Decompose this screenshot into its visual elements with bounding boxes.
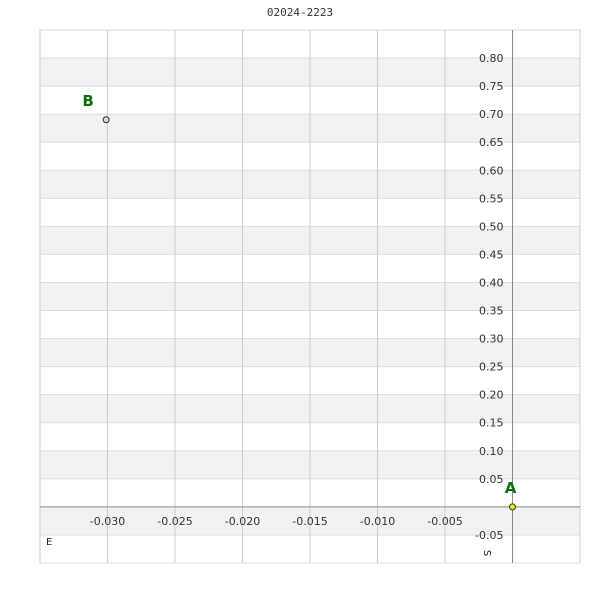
y-tick-label: 0.80	[479, 52, 504, 65]
y-tick-label: 0.10	[479, 445, 504, 458]
y-tick-label: 0.75	[479, 80, 504, 93]
x-tick-label: -0.010	[360, 515, 395, 528]
y-tick-label: 0.05	[479, 473, 504, 486]
x-tick-label: -0.025	[157, 515, 192, 528]
y-tick-label: 0.55	[479, 192, 504, 205]
x-tick-label: -0.030	[90, 515, 125, 528]
y-tick-label: 0.60	[479, 164, 504, 177]
y-tick-label: 0.15	[479, 417, 504, 430]
y-tick-label: 0.50	[479, 220, 504, 233]
y-tick-label: 0.25	[479, 361, 504, 374]
y-axis-label: S	[481, 550, 492, 556]
y-tick-label: 0.45	[479, 248, 504, 261]
chart-title: 02024-2223	[266, 6, 334, 19]
x-tick-label: -0.005	[427, 515, 462, 528]
y-tick-label: 0.40	[479, 276, 504, 289]
y-tick-label: -0.05	[475, 529, 503, 542]
x-axis-label: E	[46, 537, 52, 548]
y-tick-label: 0.65	[479, 136, 504, 149]
x-tick-label: -0.015	[292, 515, 327, 528]
point-label: A	[505, 479, 517, 497]
y-tick-label: 0.35	[479, 305, 504, 318]
data-point-B	[102, 116, 110, 124]
y-tick-label: 0.70	[479, 108, 504, 121]
y-tick-label: 0.30	[479, 333, 504, 346]
point-label: B	[82, 92, 93, 110]
x-tick-label: -0.020	[225, 515, 260, 528]
data-point-A	[509, 503, 516, 511]
y-tick-label: 0.20	[479, 389, 504, 402]
